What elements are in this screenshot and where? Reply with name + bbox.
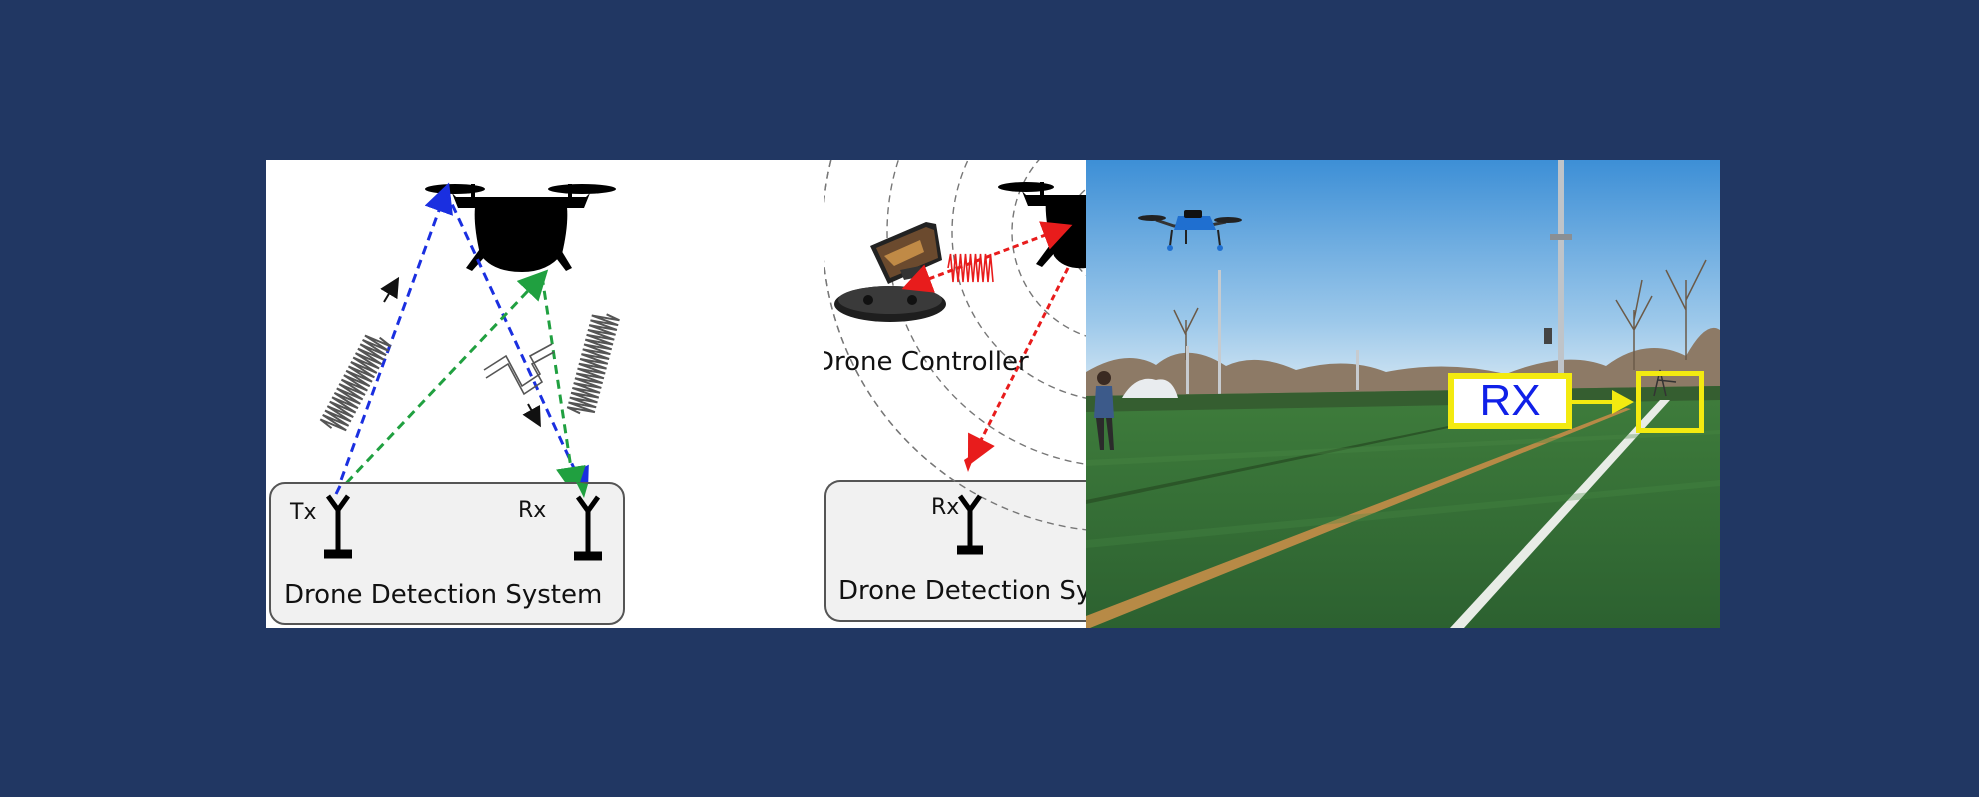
tx-label: Tx — [290, 500, 317, 525]
field-line-orange — [1086, 408, 1631, 628]
green-path-tx-to-body — [334, 269, 549, 496]
detection-system-label: Drone Detection System — [284, 580, 603, 610]
detection-system-box — [824, 480, 1086, 622]
rx-label: Rx — [518, 498, 547, 523]
pulse-arrow — [522, 403, 541, 428]
receiver-equipment — [1653, 369, 1677, 397]
tx-wave-icon — [319, 334, 392, 432]
field-photo-svg — [1086, 160, 1720, 628]
rx-label: Rx — [931, 495, 960, 520]
drone-icon — [1138, 210, 1242, 251]
drone-controller-label: Drone Controller — [824, 347, 1029, 377]
white-tarp — [1122, 378, 1178, 398]
drone-icon — [425, 184, 616, 272]
reflected-wave-icon — [566, 313, 620, 415]
blue-path-tx-to-rotor — [334, 182, 453, 495]
light-pole — [1558, 160, 1564, 386]
active-radar-diagram: Tx Rx Drone Detection System — [266, 160, 824, 628]
drone-to-rx-link — [967, 267, 1070, 467]
rx-antenna-icon — [957, 494, 983, 555]
rx-arrow — [1572, 390, 1634, 414]
person-figure — [1094, 371, 1114, 450]
field-photo: RX — [1086, 160, 1720, 628]
passive-detection-svg — [824, 160, 1086, 531]
mid-overlay — [824, 160, 1086, 555]
green-path-body-to-rx — [540, 275, 586, 497]
rx-target-box — [1636, 371, 1704, 433]
antenna-overlay — [324, 481, 602, 561]
passive-detection-diagram: Drone Controller Rx Drone Detection Syst… — [824, 160, 1086, 628]
controller-drone-link — [901, 221, 1073, 293]
figure: Tx Rx Drone Detection System — [266, 160, 1720, 628]
tx-wave-arrow — [380, 276, 400, 303]
blue-path-rotor-to-rx — [444, 190, 589, 499]
detection-system-label: Drone Detection System — [838, 576, 1086, 606]
pulse-icon — [483, 343, 555, 396]
rx-badge: RX — [1448, 373, 1572, 429]
field-line — [1450, 400, 1670, 628]
